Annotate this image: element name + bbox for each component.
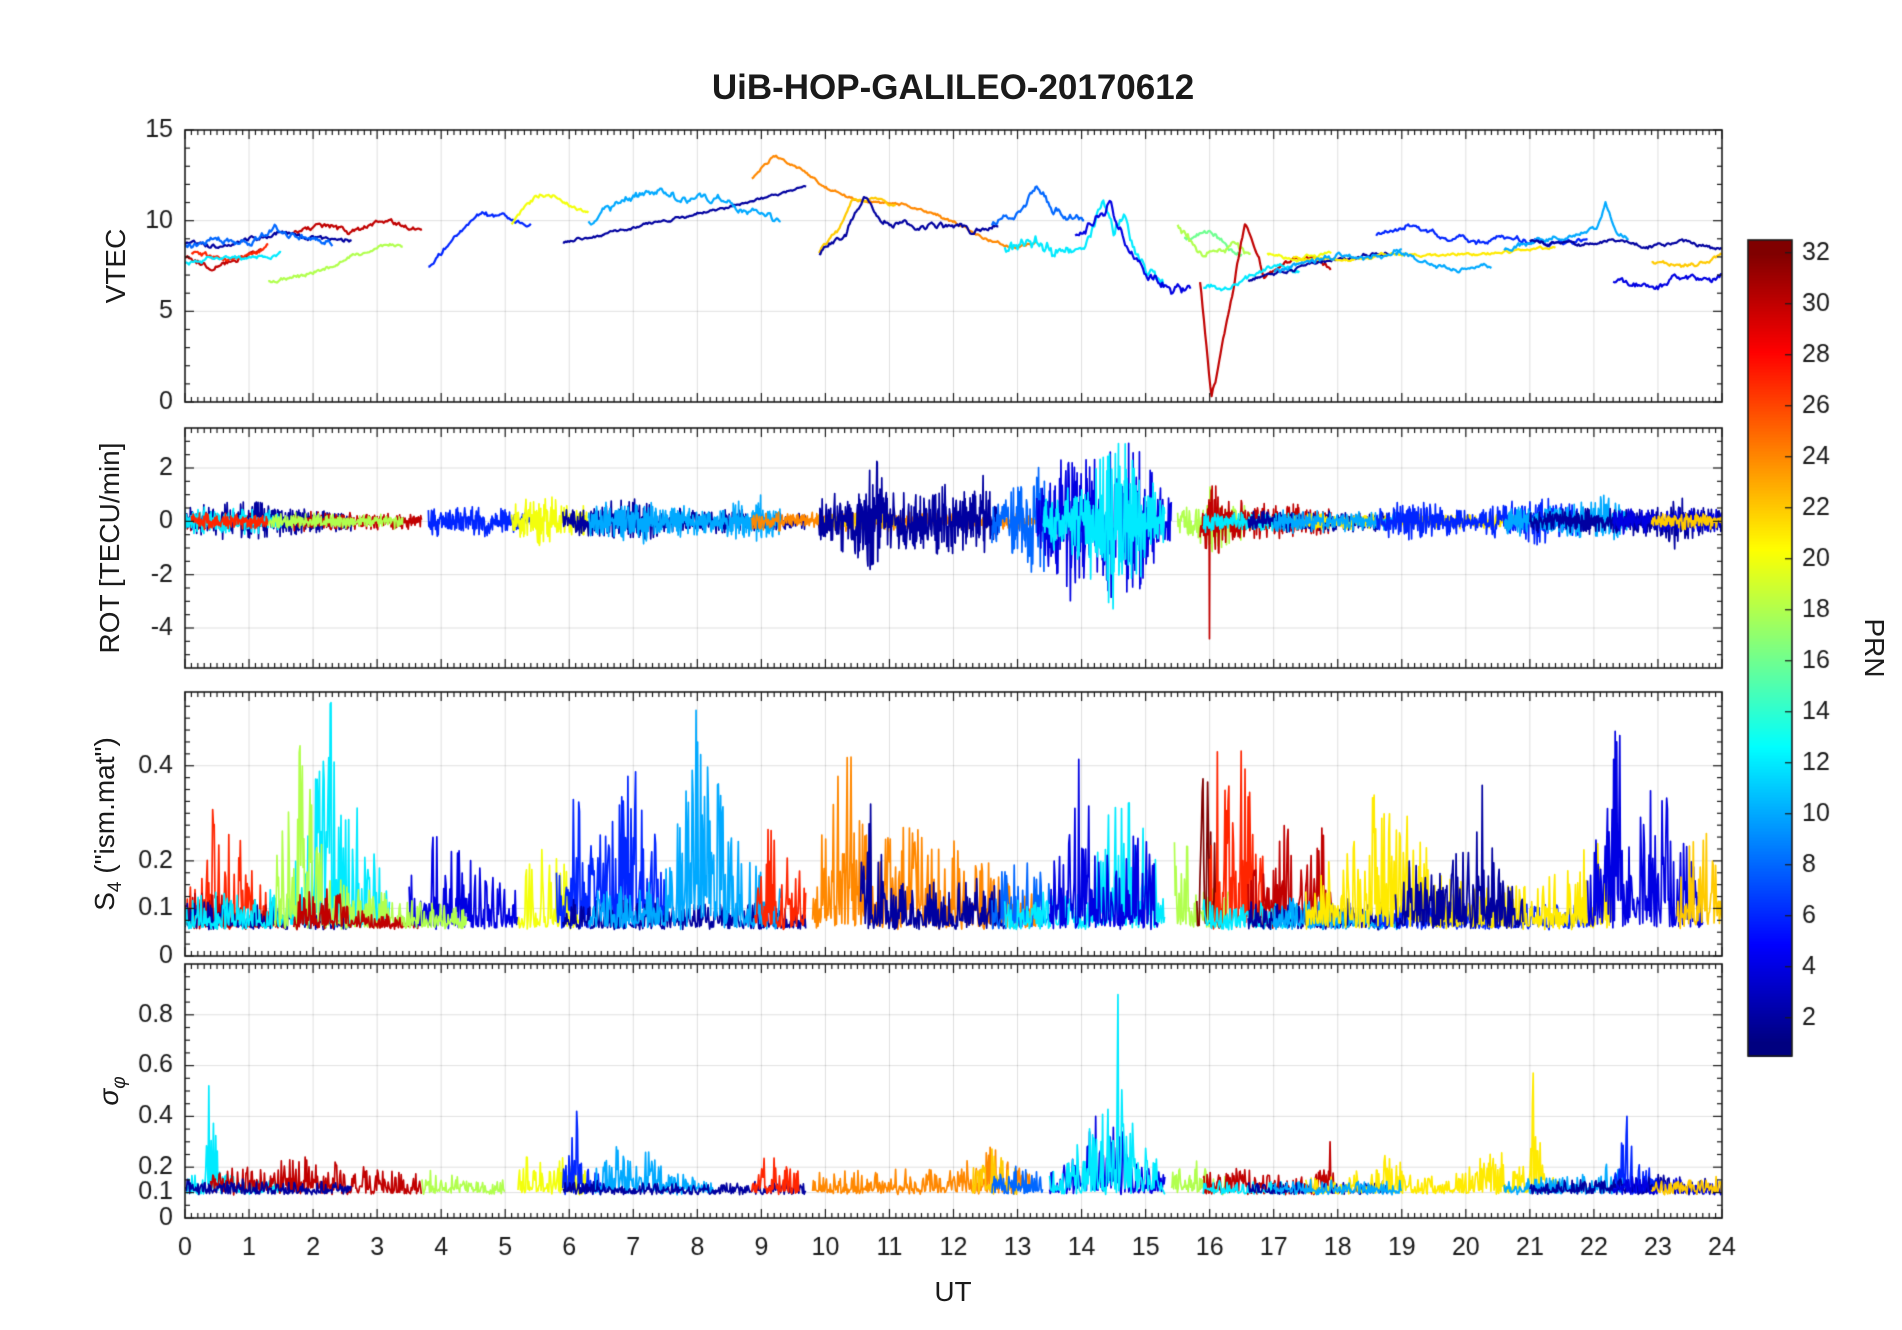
x-axis-label-ut: UT [934,1276,972,1307]
y-axis-label-rot: ROT [TECU/min] [94,442,125,654]
y-axis-label-sigma-phi: σφ [93,1076,131,1105]
y-axis-label-vtec: VTEC [100,228,131,304]
sigma-symbol: σ [93,1088,125,1106]
s4-symbol: S [89,892,121,911]
s4-subscript: 4 [104,881,126,893]
y-axis-label-s4: S4 ("ism.mat") [89,737,127,911]
s4-suffix: ("ism.mat") [89,737,121,882]
colorbar-label-prn: PRN [1859,618,1890,678]
phi-subscript: φ [108,1076,130,1089]
